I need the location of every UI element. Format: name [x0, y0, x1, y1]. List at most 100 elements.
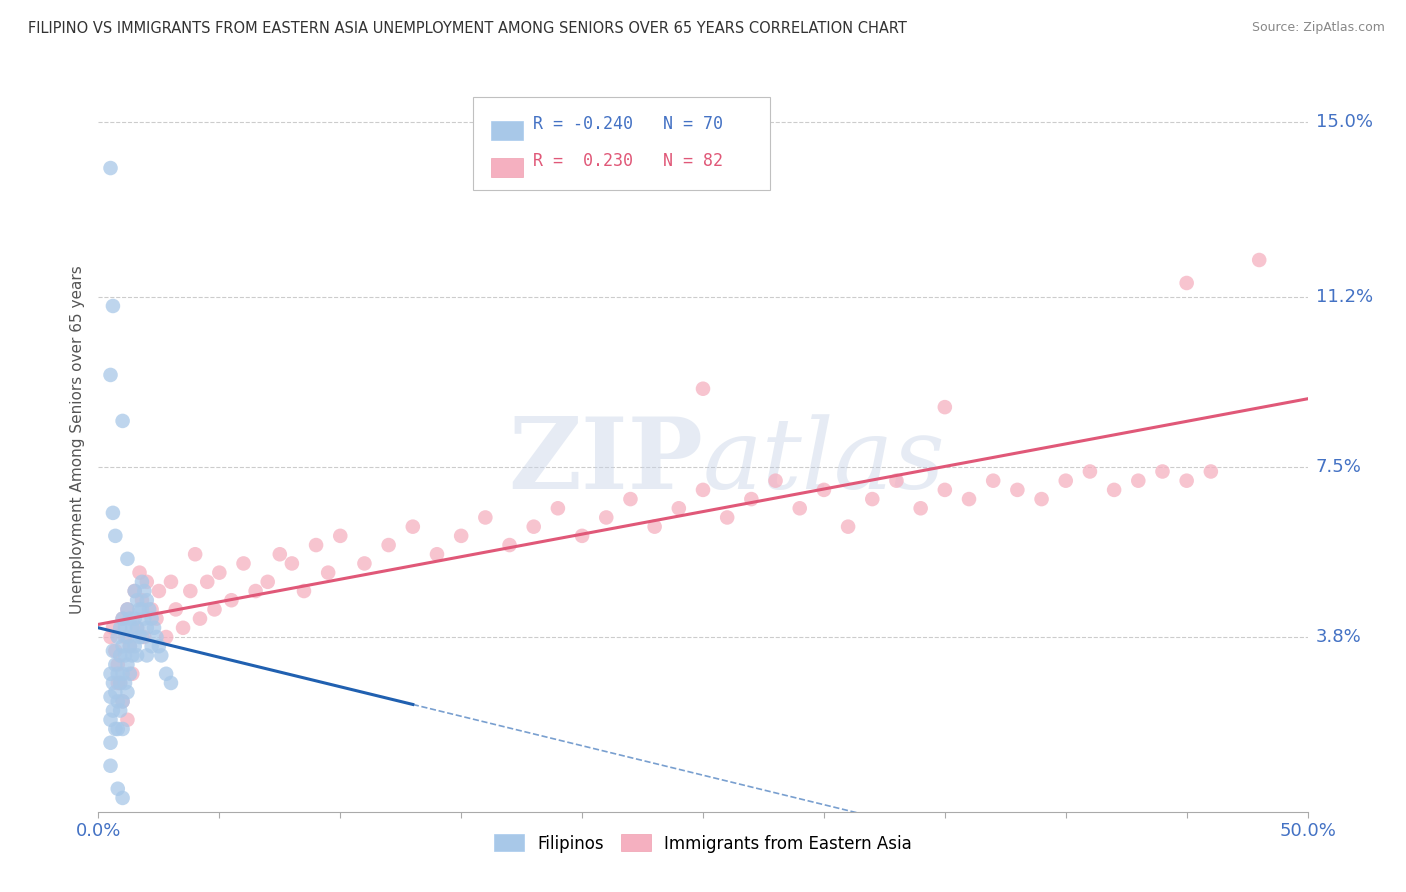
- Point: [305, 538, 328, 552]
- Point: [107, 676, 129, 690]
- Point: [114, 630, 136, 644]
- Point: [131, 593, 153, 607]
- Point: [118, 666, 141, 681]
- Text: 11.2%: 11.2%: [1316, 288, 1374, 306]
- Point: [145, 612, 167, 626]
- Point: [1128, 474, 1150, 488]
- Point: [111, 722, 134, 736]
- Point: [450, 529, 472, 543]
- Point: [150, 648, 173, 663]
- Point: [107, 722, 129, 736]
- Point: [813, 483, 835, 497]
- Point: [141, 639, 163, 653]
- Point: [353, 557, 375, 571]
- Point: [111, 694, 134, 708]
- Point: [329, 529, 352, 543]
- Text: ZIP: ZIP: [508, 413, 703, 510]
- Point: [1152, 465, 1174, 479]
- Point: [101, 621, 124, 635]
- Point: [118, 639, 141, 653]
- Point: [117, 602, 139, 616]
- Point: [104, 644, 127, 658]
- Point: [100, 758, 122, 772]
- Point: [118, 639, 141, 653]
- Point: [1175, 474, 1198, 488]
- Point: [111, 612, 134, 626]
- Point: [155, 666, 177, 681]
- Point: [716, 510, 738, 524]
- Point: [108, 676, 131, 690]
- Point: [981, 474, 1004, 488]
- Point: [127, 621, 149, 635]
- Point: [128, 602, 150, 616]
- Text: R =  0.230   N = 82: R = 0.230 N = 82: [533, 153, 723, 170]
- Point: [124, 612, 146, 626]
- Point: [108, 676, 131, 690]
- Point: [108, 648, 131, 663]
- Text: 7.5%: 7.5%: [1316, 458, 1362, 476]
- Point: [208, 566, 231, 580]
- Point: [114, 621, 136, 635]
- Point: [644, 519, 666, 533]
- Point: [107, 630, 129, 644]
- Point: [668, 501, 690, 516]
- Point: [402, 519, 425, 533]
- Point: [204, 602, 226, 616]
- Point: [121, 666, 143, 681]
- Point: [281, 557, 304, 571]
- Point: [221, 593, 243, 607]
- FancyBboxPatch shape: [492, 158, 523, 178]
- Point: [101, 644, 124, 658]
- Point: [124, 584, 146, 599]
- Point: [910, 501, 932, 516]
- Point: [117, 630, 139, 644]
- Point: [143, 621, 166, 635]
- Point: [111, 639, 134, 653]
- Point: [124, 584, 146, 599]
- Point: [100, 161, 122, 175]
- Point: [135, 648, 157, 663]
- Point: [117, 657, 139, 672]
- Point: [160, 574, 183, 589]
- Point: [934, 483, 956, 497]
- Point: [104, 685, 127, 699]
- Point: [117, 713, 139, 727]
- Point: [886, 474, 908, 488]
- Point: [128, 630, 150, 644]
- Point: [498, 538, 520, 552]
- Point: [127, 593, 149, 607]
- Point: [108, 704, 131, 718]
- Point: [256, 574, 278, 589]
- Point: [165, 602, 187, 616]
- Point: [107, 657, 129, 672]
- FancyBboxPatch shape: [474, 96, 769, 190]
- Point: [141, 612, 163, 626]
- Point: [135, 593, 157, 607]
- Point: [619, 492, 641, 507]
- Point: [765, 474, 787, 488]
- Point: [100, 368, 122, 382]
- Point: [1078, 465, 1101, 479]
- Point: [131, 574, 153, 589]
- Point: [232, 557, 254, 571]
- Point: [111, 694, 134, 708]
- Point: [860, 492, 883, 507]
- Text: R = -0.240   N = 70: R = -0.240 N = 70: [533, 115, 723, 133]
- Point: [1199, 465, 1222, 479]
- Point: [124, 639, 146, 653]
- Point: [104, 657, 127, 672]
- Point: [292, 584, 315, 599]
- Point: [148, 639, 170, 653]
- Text: FILIPINO VS IMMIGRANTS FROM EASTERN ASIA UNEMPLOYMENT AMONG SENIORS OVER 65 YEAR: FILIPINO VS IMMIGRANTS FROM EASTERN ASIA…: [28, 21, 907, 36]
- Point: [269, 547, 291, 561]
- Point: [179, 584, 201, 599]
- Point: [135, 574, 157, 589]
- FancyBboxPatch shape: [492, 120, 523, 140]
- Text: 3.8%: 3.8%: [1316, 628, 1361, 646]
- Point: [117, 552, 139, 566]
- Point: [595, 510, 617, 524]
- Point: [114, 648, 136, 663]
- Point: [155, 630, 177, 644]
- Point: [100, 690, 122, 704]
- Point: [111, 791, 134, 805]
